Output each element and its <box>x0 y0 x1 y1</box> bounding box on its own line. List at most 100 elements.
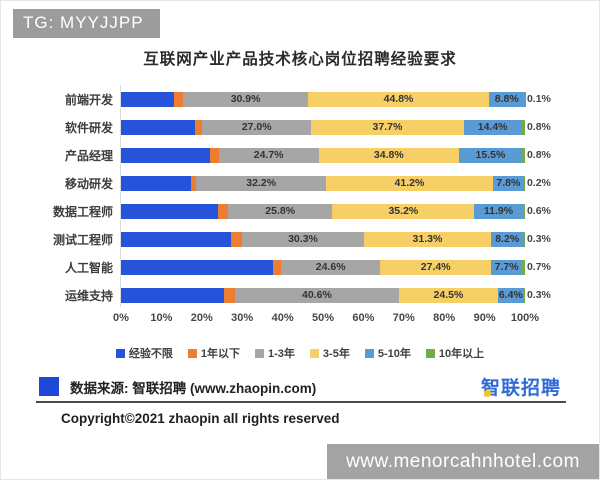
category-label: 移动研发 <box>64 176 113 191</box>
bar-segment: 30.9% <box>183 91 309 107</box>
bar-segment <box>521 147 525 163</box>
bar-segment: 24.7% <box>218 147 319 163</box>
legend-label: 经验不限 <box>128 348 173 360</box>
x-tick-label: 70% <box>392 312 415 324</box>
legend-item: 1年以下 <box>187 345 240 361</box>
bar-segment <box>121 147 210 163</box>
bar-segment: 27.4% <box>380 259 492 275</box>
bar-segment <box>121 175 192 191</box>
bar-segment <box>121 287 225 303</box>
outside-value-label: 0.3% <box>526 288 551 301</box>
row-plot: 30.3% 31.3% 8.2% 0.3% <box>121 231 551 247</box>
legend-item: 3-5年 <box>309 345 350 361</box>
bar-segment: 15.5% <box>459 147 522 163</box>
category-label: 前端开发 <box>64 92 113 107</box>
legend-label: 10年以上 <box>438 348 485 360</box>
category-label: 运维支持 <box>64 288 113 303</box>
outside-value-label: 0.6% <box>526 204 551 217</box>
row-plot: 24.7% 34.8% 15.5% 0.8% <box>121 147 551 163</box>
x-tick-label: 40% <box>271 312 294 324</box>
bar-segment: 24.6% <box>280 259 381 275</box>
bar-segment: 6.4% <box>497 287 524 303</box>
bar-segment <box>191 175 197 191</box>
row-plot: 30.9% 44.8% 8.8% 0.1% <box>121 91 551 107</box>
tg-badge: TG: MYYJJPP <box>13 9 160 38</box>
x-tick-label: 50% <box>311 312 335 324</box>
legend-item: 5-10年 <box>364 345 411 361</box>
bar-segment: 24.5% <box>398 287 498 303</box>
legend-item: 经验不限 <box>115 345 173 361</box>
bar-segment <box>121 231 232 247</box>
bar-segment: 34.8% <box>318 147 460 163</box>
bar-segment <box>217 203 229 219</box>
bar-segment <box>121 91 175 107</box>
bar-segment: 35.2% <box>332 203 475 219</box>
bar-segment: 40.6% <box>234 287 399 303</box>
bar-segment: 7.7% <box>491 259 523 275</box>
outside-value-label: 0.8% <box>526 120 551 133</box>
bar-segment: 41.2% <box>326 175 493 191</box>
legend-label: 5-10年 <box>377 348 411 360</box>
bar-segment: 30.3% <box>241 231 365 247</box>
bar-segment <box>522 203 525 219</box>
outside-value-label: 0.8% <box>526 148 551 161</box>
bar-segment: 14.4% <box>463 119 522 135</box>
bar-segment <box>521 119 525 135</box>
outside-value-label: 0.2% <box>526 176 551 189</box>
outside-value-label: 0.1% <box>526 92 551 105</box>
chart-row: 人工智能 24.6% 27.4% 7.7% 0.7% <box>41 253 551 281</box>
x-tick-label: 80% <box>433 312 456 324</box>
category-label: 人工智能 <box>64 260 113 275</box>
outside-value-label: 0.7% <box>526 260 551 273</box>
category-label: 软件研发 <box>64 120 113 135</box>
legend-swatch-icon <box>255 348 265 358</box>
watermark-url-text: www.menorcahnhotel.com <box>346 451 580 472</box>
chart-row: 产品经理 24.7% 34.8% 15.5% 0.8% <box>41 141 551 169</box>
category-label: 数据工程师 <box>52 204 113 219</box>
chart-title: 互联网产业产品技术核心岗位招聘经验要求 <box>143 51 457 68</box>
outside-value-label: 0.3% <box>526 232 551 245</box>
x-tick-label: 100% <box>510 312 540 324</box>
chart-legend: 经验不限 1年以下 1-3年 3-5年 5-10年 10年以上 <box>1 345 599 361</box>
source-row: 数据来源: 智联招聘 (www.zhaopin.com) 智联招聘 <box>39 373 561 400</box>
bar-segment: 37.7% <box>311 119 464 135</box>
chart-row: 运维支持 40.6% 24.5% 6.4% 0.3% <box>41 281 551 309</box>
zhaopin-logo: 智联招聘 <box>481 373 561 400</box>
chart-row: 移动研发 32.2% 41.2% 7.8% 0.2% <box>41 169 551 197</box>
legend-swatch-icon <box>309 348 319 358</box>
zhaopin-logo-dot-icon <box>483 390 491 397</box>
bar-segment: 25.8% <box>228 203 333 219</box>
x-tick-label: 0% <box>113 312 129 324</box>
legend-swatch-icon <box>115 348 125 358</box>
bar-segment: 7.8% <box>492 175 525 191</box>
x-axis: 0% 10% 20% 30% 40% 50% 60% 70% 80% 90% 100% <box>113 312 539 326</box>
bar-segment: 44.8% <box>308 91 489 107</box>
x-tick-label: 30% <box>231 312 254 324</box>
watermark-banner: www.menorcahnhotel.com <box>327 444 599 479</box>
x-tick-label: 20% <box>190 312 213 324</box>
bar-segment: 11.9% <box>474 203 523 219</box>
category-label: 产品经理 <box>64 148 113 163</box>
legend-swatch-icon <box>364 348 374 358</box>
row-plot: 32.2% 41.2% 7.8% 0.2% <box>121 175 551 191</box>
bar-segment <box>231 231 242 247</box>
legend-item: 1-3年 <box>255 345 295 361</box>
bar-segment <box>194 119 203 135</box>
bar-segment <box>174 91 184 107</box>
zhaopin-logo-text: 智联招聘 <box>480 378 561 399</box>
row-plot: 25.8% 35.2% 11.9% 0.6% <box>121 203 551 219</box>
bar-segment <box>523 231 525 247</box>
copyright-text: Copyright©2021 zhaopin all rights reserv… <box>61 411 340 426</box>
legend-swatch-icon <box>425 348 435 358</box>
bar-segment: 27.0% <box>202 119 312 135</box>
chart-row: 前端开发 30.9% 44.8% 8.8% 0.1% <box>41 85 551 113</box>
chart-row: 测试工程师 30.3% 31.3% 8.2% 0.3% <box>41 225 551 253</box>
legend-label: 1-3年 <box>268 348 295 360</box>
legend-label: 3-5年 <box>322 348 350 360</box>
legend-swatch-icon <box>187 348 197 358</box>
x-tick-label: 10% <box>150 312 173 324</box>
bar-segment <box>121 259 274 275</box>
stacked-bar-chart: 前端开发 30.9% 44.8% 8.8% 0.1% 软件研发 27.0% 37.7% 14.4… <box>41 85 551 309</box>
bar-segment <box>121 203 218 219</box>
data-source-text: 数据来源: 智联招聘 (www.zhaopin.com) <box>70 380 317 396</box>
